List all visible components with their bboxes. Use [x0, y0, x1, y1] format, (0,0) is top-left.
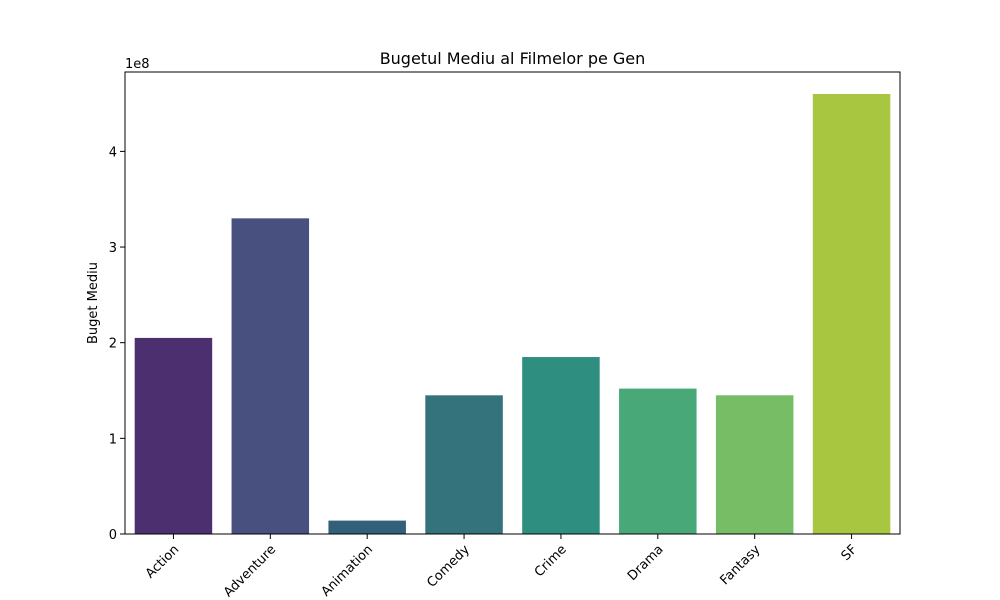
y-tick-label: 3: [109, 241, 117, 256]
y-axis-ticks: 0 1 2 3 4: [109, 145, 125, 543]
bar-crime: [522, 357, 600, 534]
x-tick-label: Comedy: [424, 542, 473, 591]
x-tick-label: Animation: [319, 542, 376, 599]
bars-group: [134, 94, 891, 534]
y-tick-label: 0: [109, 528, 117, 543]
bar-comedy: [425, 395, 503, 534]
bar-sf: [812, 94, 891, 534]
bar-action: [134, 337, 213, 534]
x-axis-ticks: Action Adventure Animation Comedy Crime Drama…: [143, 534, 861, 600]
x-tick-label: Drama: [625, 542, 667, 584]
y-axis-label: Buget Mediu: [86, 262, 101, 344]
x-tick-label: Adventure: [221, 542, 279, 600]
y-tick-label: 4: [109, 145, 117, 160]
x-tick-label: Action: [143, 542, 182, 581]
plot-frame: [124, 71, 901, 535]
x-tick-label: SF: [839, 542, 861, 564]
bar-adventure: [231, 218, 310, 534]
y-tick-label: 2: [109, 337, 117, 352]
bar-drama: [619, 388, 697, 534]
x-tick-label: Crime: [532, 542, 570, 580]
y-tick-label: 1: [109, 432, 117, 447]
bar-fantasy: [715, 395, 794, 534]
bar-animation: [328, 520, 406, 534]
x-tick-label: Fantasy: [718, 542, 764, 588]
chart-title: Bugetul Mediu al Filmelor pe Gen: [380, 49, 646, 68]
y-axis-scale-label: 1e8: [125, 57, 150, 72]
